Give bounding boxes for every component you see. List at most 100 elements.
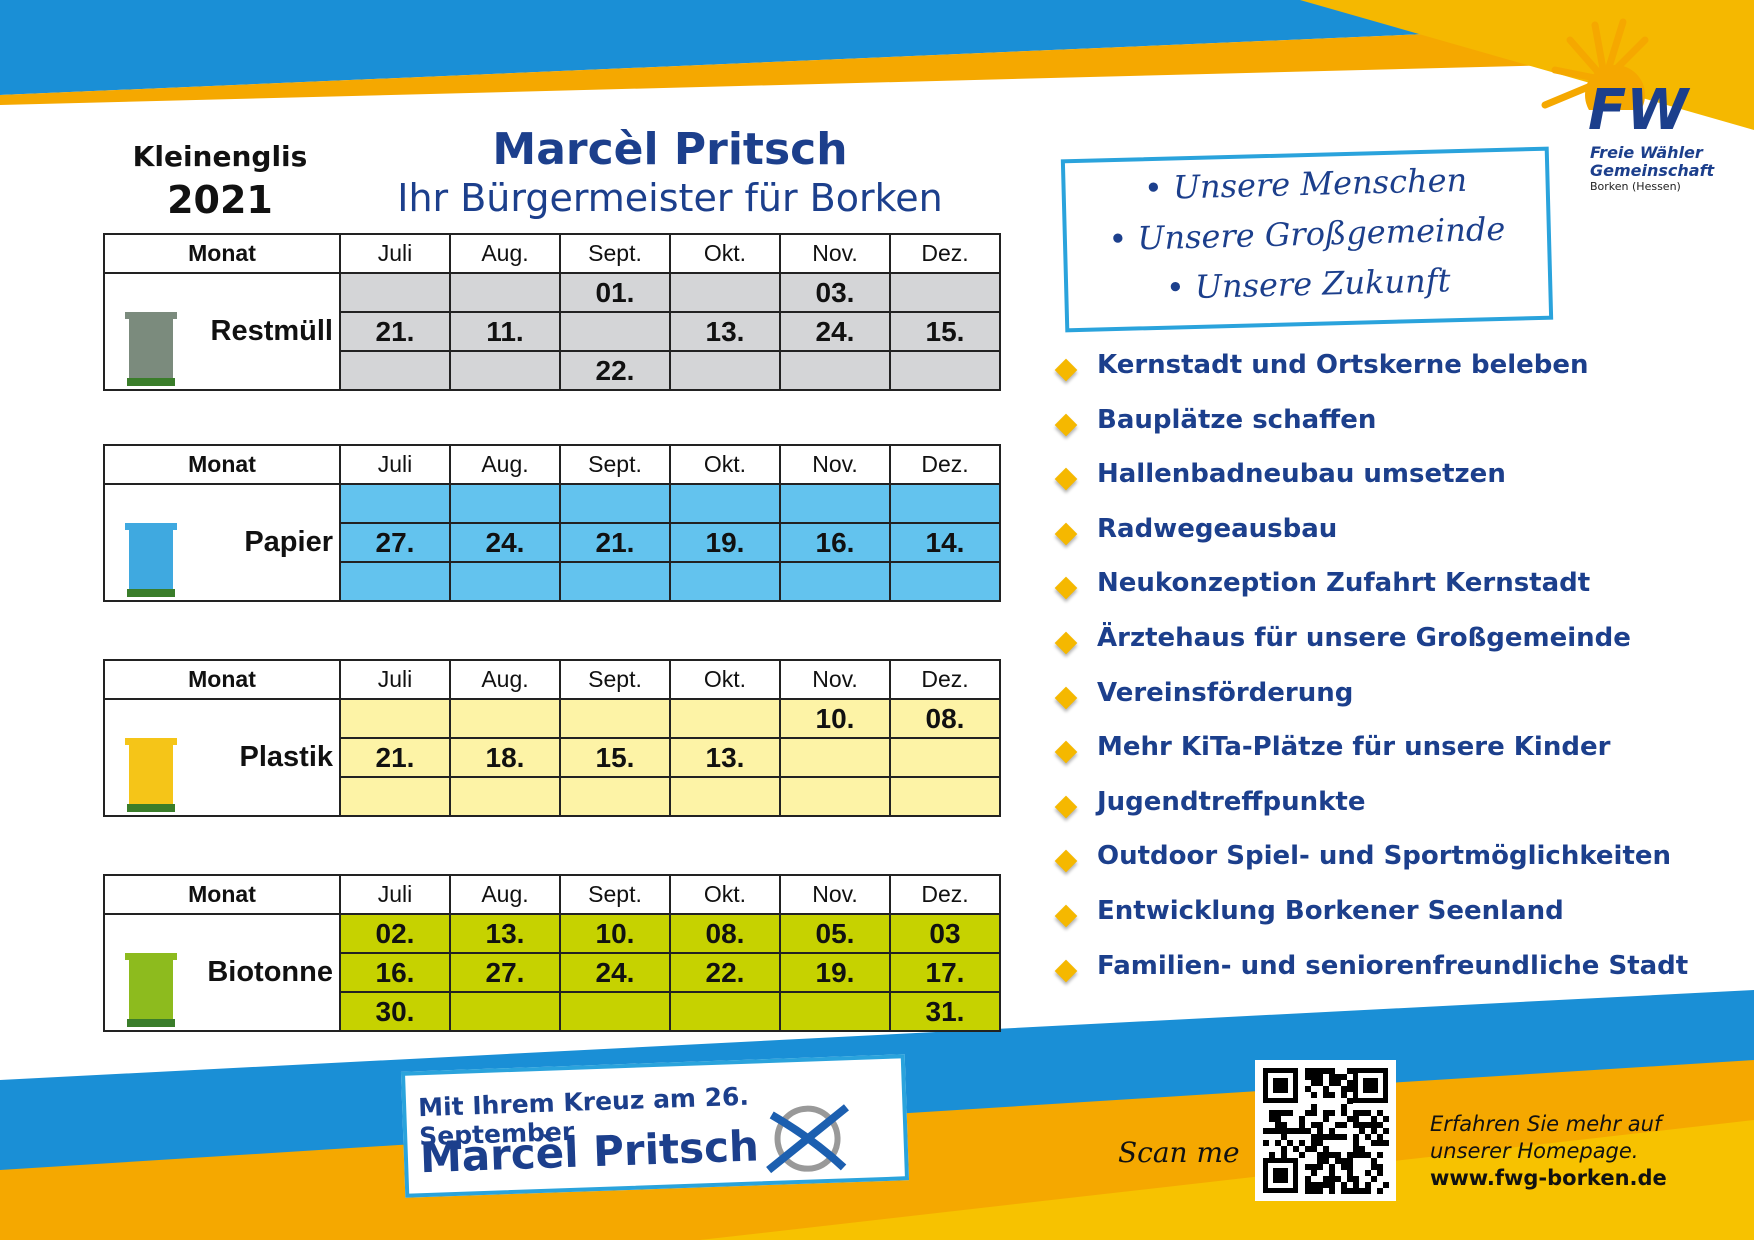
qr-module xyxy=(1365,1122,1371,1128)
qr-module xyxy=(1371,1128,1377,1134)
bin-icon xyxy=(125,738,177,812)
date-cell: 22. xyxy=(669,952,781,993)
date-cell: 10. xyxy=(779,698,891,739)
qr-module xyxy=(1299,1122,1305,1128)
goal: Radwegeausbau xyxy=(1097,513,1338,544)
qr-module xyxy=(1305,1188,1311,1194)
date-cell xyxy=(339,272,451,313)
qr-module xyxy=(1353,1146,1359,1152)
header-cell: Okt. xyxy=(669,233,781,274)
date-row: Papier xyxy=(103,483,1001,602)
date-cell: 03. xyxy=(779,272,891,313)
date-cell: 08. xyxy=(669,913,781,954)
qr-module xyxy=(1329,1110,1335,1116)
qr-module xyxy=(1311,1074,1317,1080)
qr-module xyxy=(1323,1110,1329,1116)
qr-module xyxy=(1299,1152,1305,1158)
header-cell: Juli xyxy=(339,444,451,485)
waste-table: Monat Juli Aug. Sept. Okt. Nov. Dez. Plastik 10.… xyxy=(103,659,1001,817)
qr-module xyxy=(1371,1164,1377,1170)
qr-module xyxy=(1293,1146,1299,1152)
date-cell xyxy=(669,698,781,739)
header-cell: Nov. xyxy=(779,874,891,915)
qr-finder xyxy=(1273,1078,1288,1093)
date-cell: 31. xyxy=(889,991,1001,1032)
qr-module xyxy=(1305,1182,1311,1188)
date-cell: 02. xyxy=(339,913,451,954)
date-cell xyxy=(449,776,561,817)
qr-module xyxy=(1323,1068,1329,1074)
qr-finder xyxy=(1363,1078,1378,1093)
qr-module xyxy=(1359,1110,1365,1116)
qr-module xyxy=(1287,1140,1293,1146)
qr-module xyxy=(1347,1188,1353,1194)
date-row: 21. 18. 15. 13. xyxy=(104,737,1001,778)
qr-module xyxy=(1275,1110,1281,1116)
date-cell xyxy=(889,350,1001,391)
goal: Neukonzeption Zufahrt Kernstadt xyxy=(1097,568,1591,599)
date-cell: 24. xyxy=(779,311,891,352)
date-cell xyxy=(449,561,561,602)
header-cell: Dez. xyxy=(889,659,1001,700)
qr-module xyxy=(1377,1134,1383,1140)
qr-module xyxy=(1377,1140,1383,1146)
qr-module xyxy=(1269,1128,1275,1134)
date-cell: 27. xyxy=(339,522,451,563)
year: 2021 xyxy=(167,178,273,222)
goal: Mehr KiTa-Plätze für unsere Kinder xyxy=(1097,732,1611,763)
qr-module xyxy=(1341,1164,1347,1170)
cross xyxy=(766,1104,849,1174)
bin-icon xyxy=(125,953,177,1027)
qr-module xyxy=(1347,1170,1353,1176)
qr-module xyxy=(1305,1146,1311,1152)
qr-module xyxy=(1383,1182,1389,1188)
qr-module xyxy=(1293,1128,1299,1134)
date-cell: 21. xyxy=(559,522,671,563)
qr-module xyxy=(1377,1110,1383,1116)
header-cell: Okt. xyxy=(669,874,781,915)
qr-module xyxy=(1335,1152,1341,1158)
qr-module xyxy=(1335,1122,1341,1128)
date-cell xyxy=(669,561,781,602)
qr-module xyxy=(1311,1146,1317,1152)
date-row: 21. 11. 13. 24. 15. xyxy=(104,311,1001,352)
date-cell xyxy=(669,776,781,817)
header-cell: Juli xyxy=(339,874,451,915)
date-cell: 13. xyxy=(669,311,781,352)
qr-module xyxy=(1323,1116,1329,1122)
qr-module xyxy=(1329,1152,1335,1158)
header-cell: Monat xyxy=(103,659,341,700)
date-cell xyxy=(339,776,451,817)
qr-module xyxy=(1365,1152,1371,1158)
qr-module xyxy=(1341,1158,1347,1164)
qr-module xyxy=(1347,1152,1353,1158)
qr-module xyxy=(1335,1176,1341,1182)
date-cell: 30. xyxy=(339,991,451,1032)
date-cell: 15. xyxy=(559,737,671,778)
qr-module xyxy=(1281,1152,1287,1158)
qr-module xyxy=(1317,1074,1323,1080)
qr-module xyxy=(1329,1170,1335,1176)
qr-module xyxy=(1305,1164,1311,1170)
qr-module xyxy=(1317,1122,1323,1128)
qr-module xyxy=(1311,1092,1317,1098)
date-cell xyxy=(339,561,451,602)
qr-module xyxy=(1311,1080,1317,1086)
qr-module xyxy=(1371,1116,1377,1122)
qr-module xyxy=(1311,1188,1317,1194)
info-line: Erfahren Sie mehr auf xyxy=(1430,1112,1662,1136)
vote-box: Mit Ihrem Kreuz am 26. September Marcèl … xyxy=(400,1054,910,1198)
bin-wheels xyxy=(127,589,175,597)
info-line: www.fwg-borken.de xyxy=(1430,1166,1667,1190)
qr-module xyxy=(1275,1140,1281,1146)
date-cell: 16. xyxy=(339,952,451,993)
qr-module xyxy=(1377,1188,1383,1194)
qr-module xyxy=(1299,1116,1305,1122)
header-cell: Okt. xyxy=(669,659,781,700)
bin-body xyxy=(129,318,173,380)
date-row xyxy=(104,776,1001,817)
header-cell: Aug. xyxy=(449,233,561,274)
qr-module xyxy=(1323,1092,1329,1098)
waste-table: Monat Juli Aug. Sept. Okt. Nov. Dez. Biotonne 02… xyxy=(103,874,1001,1032)
date-cell xyxy=(889,561,1001,602)
